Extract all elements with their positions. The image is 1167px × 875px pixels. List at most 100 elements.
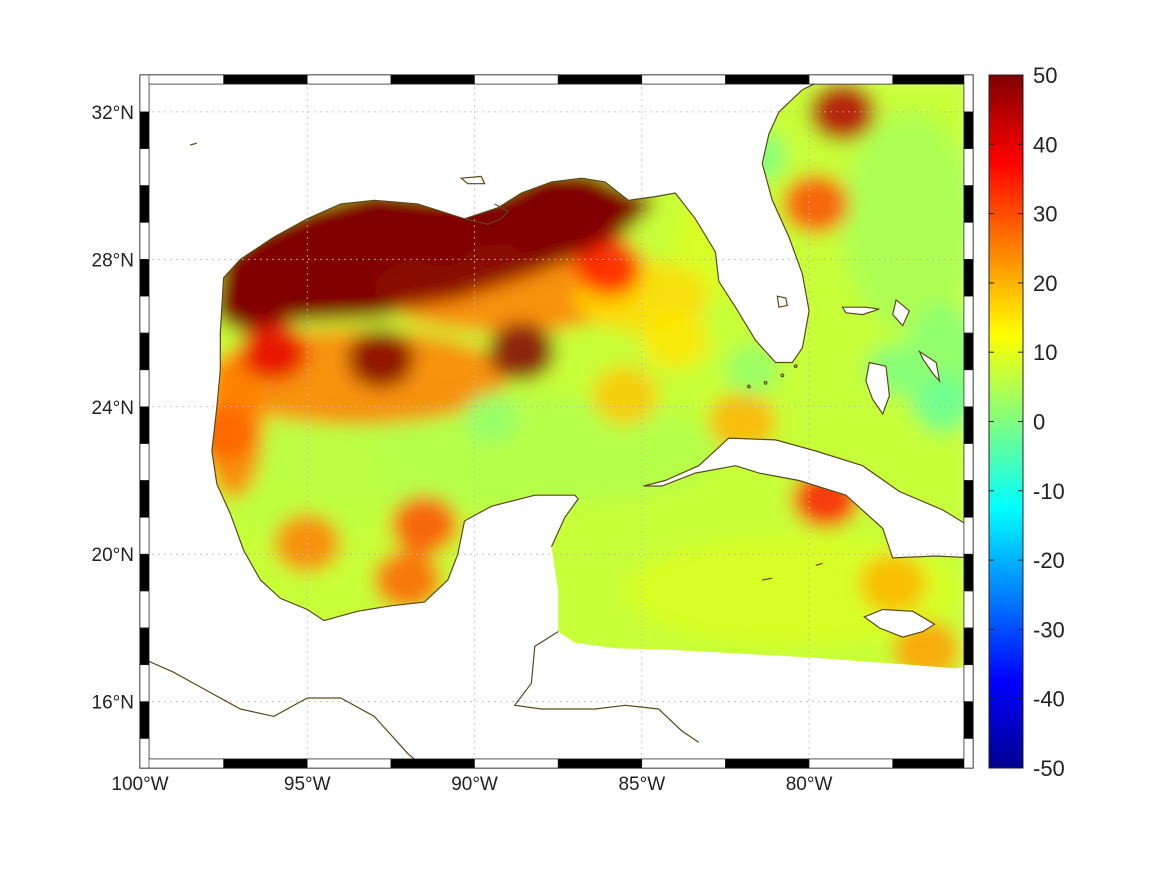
- frame-left-segment-5: [139, 259, 150, 297]
- frame-right-segment-0: [963, 74, 974, 113]
- coastline-lake-okeechobee: [776, 295, 789, 308]
- graticule-grid: [140, 75, 973, 768]
- frame-right-segment-17: [963, 701, 974, 739]
- frame-top-segment-4: [474, 74, 559, 85]
- frame-right-segment-11: [963, 480, 974, 518]
- frame-top-segment-7: [725, 74, 810, 85]
- field-blob-20: [374, 550, 442, 610]
- frame-right-segment-7: [963, 332, 974, 371]
- colorbar-tick-label-4: 10: [1033, 340, 1057, 365]
- frame-top-segment-9: [892, 74, 974, 85]
- frame-top-segment-0: [139, 74, 224, 85]
- x-tick-label-3: 85°W: [618, 774, 665, 795]
- frame-left-segment-8: [139, 369, 150, 408]
- frame-right-segment-13: [963, 553, 974, 592]
- frame-right-segment-8: [963, 369, 974, 408]
- frame-left-segment-6: [139, 295, 150, 334]
- frame-left-segment-18: [139, 738, 150, 769]
- frame-right-segment-6: [963, 295, 974, 334]
- frame-top-segment-3: [390, 74, 475, 85]
- coastline-us-mexico-north: [219, 75, 973, 364]
- frame-right-segment-12: [963, 517, 974, 555]
- field-blob-5: [223, 414, 391, 547]
- colorbar-tick-label-5: 0: [1033, 410, 1045, 435]
- colorbar-tick-label-3: 20: [1033, 271, 1057, 296]
- colorbar-ticks: 50 40 30 20 10 0 -10 -20 -30 -40 -50: [989, 63, 1065, 781]
- colorbar-tick-label-6: -10: [1033, 479, 1065, 504]
- frame-bottom-segment-9: [892, 758, 974, 769]
- colorbar-tick-label-8: -30: [1033, 617, 1065, 642]
- frame-top-segment-6: [641, 74, 726, 85]
- frame-right-segment-14: [963, 590, 974, 629]
- coastline-jamaica: [863, 608, 936, 638]
- frame-top-segment-1: [223, 74, 308, 85]
- field-blob-28: [641, 310, 709, 370]
- field-blob-19: [390, 495, 458, 555]
- frame-left-segment-1: [139, 111, 150, 150]
- colorbar-tick-label-1: 40: [1033, 132, 1057, 157]
- coastline-central-america: [513, 631, 700, 743]
- coastline-mississippi-delta: [464, 203, 509, 225]
- frame-right-segment-2: [963, 148, 974, 186]
- field-blob-15: [240, 322, 308, 381]
- y-axis-tick-labels: 16°N 20°N 24°N 28°N 32°N: [92, 103, 134, 714]
- colorbar-gradient: [988, 74, 1024, 769]
- frame-left-segment-15: [139, 627, 150, 666]
- y-tick-label-2: 24°N: [92, 398, 134, 419]
- coastline-keys-2: [780, 373, 785, 378]
- frame-right-segment-3: [963, 185, 974, 223]
- coastline-inland-1: [190, 142, 198, 146]
- frame-right-segment-15: [963, 627, 974, 666]
- y-tick-label-1: 20°N: [92, 545, 134, 566]
- x-tick-label-2: 90°W: [451, 774, 498, 795]
- coastline-eleuthera: [918, 349, 941, 383]
- frame-right-segment-9: [963, 406, 974, 444]
- frame-top-segment-2: [306, 74, 392, 85]
- frame-left-segment-16: [139, 664, 150, 702]
- frame-bottom-segment-6: [641, 758, 726, 769]
- colorbar-tick-label-9: -40: [1033, 687, 1065, 712]
- colorbar-tick-label-2: 30: [1033, 202, 1057, 227]
- field-blob-33: [725, 344, 779, 396]
- colorbar-tick-label-10: -50: [1033, 756, 1065, 781]
- map-area: [140, 75, 973, 768]
- colorbar-tick-label-0: 50: [1033, 63, 1057, 88]
- field-blob-31: [916, 373, 970, 426]
- field-blob-13: [347, 329, 415, 389]
- frame-left-segment-10: [139, 443, 150, 481]
- coastline-cayman: [815, 562, 823, 566]
- frame-bottom-segment-4: [474, 758, 559, 769]
- frame-bottom-segment-3: [390, 758, 475, 769]
- field-blob-14: [487, 322, 555, 381]
- frame-top-segment-5: [557, 74, 643, 85]
- frame-right-segment-10: [963, 443, 974, 481]
- frame-left-segment-12: [139, 517, 150, 555]
- frame-left-segment-9: [139, 406, 150, 444]
- x-tick-label-0: 100°W: [111, 774, 168, 795]
- frame-top-segment-8: [808, 74, 894, 85]
- coastline-keys-0: [746, 384, 751, 389]
- frame-right-segment-1: [963, 111, 974, 150]
- field-blob-18: [591, 366, 659, 426]
- coastline-abaco: [892, 298, 911, 327]
- coastline-keys-3: [793, 364, 798, 369]
- coastline-cuba: [643, 437, 973, 559]
- frame-bottom-segment-0: [139, 758, 224, 769]
- coastline-andros: [865, 361, 891, 416]
- frame-left-segment-0: [139, 74, 150, 113]
- frame-left-segment-11: [139, 480, 150, 518]
- y-tick-label-3: 28°N: [92, 250, 134, 271]
- colorbar-tick-label-7: -20: [1033, 548, 1065, 573]
- y-tick-label-0: 16°N: [92, 693, 134, 714]
- field-blob-27: [859, 554, 927, 614]
- x-axis-tick-labels: 100°W 95°W 90°W 85°W 80°W: [111, 774, 832, 795]
- coastline-keys-1: [763, 380, 768, 385]
- x-tick-label-4: 80°W: [786, 774, 833, 795]
- frame-bottom-segment-2: [306, 758, 392, 769]
- map-frame: [139, 74, 974, 769]
- frame-right-segment-4: [963, 222, 974, 260]
- frame-right-segment-5: [963, 259, 974, 297]
- coastline-mexico-yucatan: [211, 333, 579, 622]
- field-blob-17: [574, 237, 642, 297]
